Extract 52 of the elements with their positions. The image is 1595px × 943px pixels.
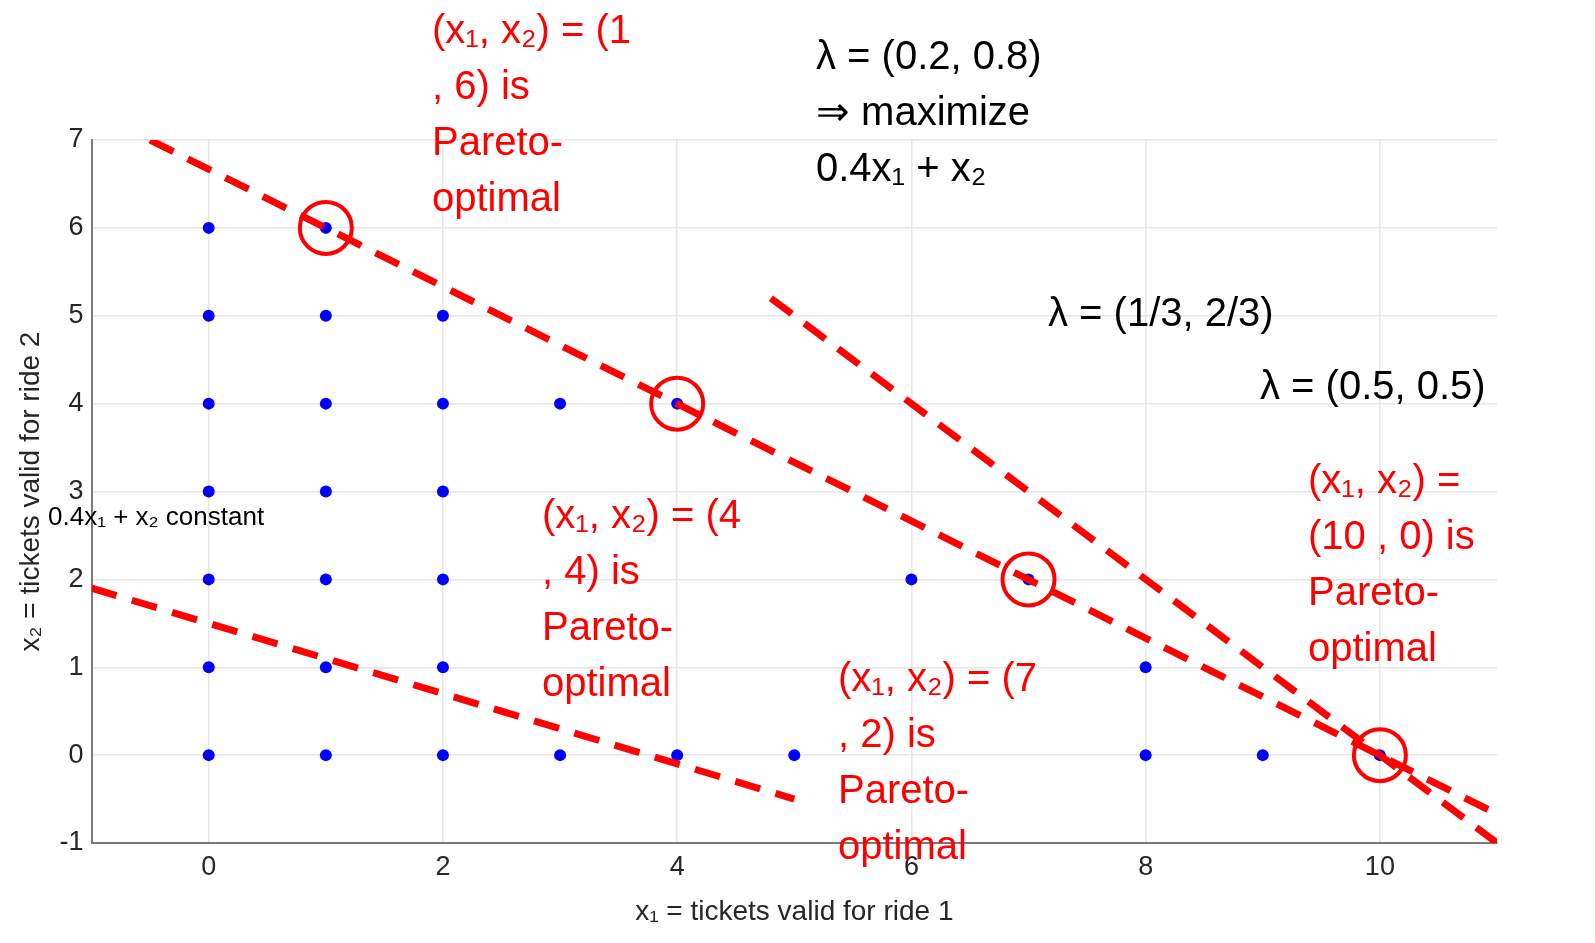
x-tick-label: 8 bbox=[1138, 850, 1154, 881]
annotation: λ = (0.5, 0.5) bbox=[1260, 363, 1486, 408]
y-tick-label: -1 bbox=[59, 826, 84, 857]
point bbox=[202, 397, 215, 410]
y-tick-label: 7 bbox=[68, 123, 84, 154]
point bbox=[436, 749, 449, 762]
point bbox=[202, 309, 215, 322]
point bbox=[436, 661, 449, 674]
point bbox=[1139, 661, 1152, 674]
y-tick-label: 1 bbox=[68, 650, 84, 681]
y-axis-title: x₂ = tickets valid for ride 2 bbox=[13, 331, 45, 652]
y-tick-label: 5 bbox=[68, 299, 84, 330]
x-tick-label: 4 bbox=[669, 850, 685, 881]
y-tick-label: 0 bbox=[68, 738, 84, 769]
x-axis-title: x₁ = tickets valid for ride 1 bbox=[635, 894, 954, 926]
annotation: λ = (1/3, 2/3) bbox=[1048, 290, 1274, 335]
point bbox=[1000, 551, 1057, 608]
y-tick-label: 6 bbox=[68, 211, 84, 242]
point bbox=[319, 485, 332, 498]
point bbox=[297, 199, 354, 256]
point bbox=[202, 573, 215, 586]
point bbox=[319, 573, 332, 586]
point bbox=[671, 749, 684, 762]
y-tick-label: 2 bbox=[68, 562, 84, 593]
point bbox=[436, 485, 449, 498]
point bbox=[202, 221, 215, 234]
annotation: (x₁, x₂) = (10 , 0) is Pareto-optimal bbox=[1308, 457, 1475, 670]
point bbox=[319, 749, 332, 762]
point bbox=[1139, 749, 1152, 762]
point bbox=[1351, 727, 1408, 784]
y-tick-label: 4 bbox=[68, 387, 84, 418]
point bbox=[649, 375, 706, 432]
x-tick-label: 0 bbox=[201, 850, 217, 881]
point bbox=[202, 749, 215, 762]
point bbox=[319, 397, 332, 410]
annotation: λ = (0.2, 0.8) ⇒ maximize 0.4x₁ + x₂ bbox=[816, 33, 1042, 190]
annotation: (x₁, x₂) = (1 , 6) is Pareto-optimal bbox=[432, 7, 632, 220]
point bbox=[319, 661, 332, 674]
point bbox=[905, 573, 918, 586]
point bbox=[554, 397, 567, 410]
x-tick-label: 2 bbox=[435, 850, 451, 881]
point bbox=[319, 309, 332, 322]
point bbox=[436, 309, 449, 322]
point bbox=[436, 573, 449, 586]
x-tick-label: 10 bbox=[1364, 850, 1395, 881]
point bbox=[1256, 749, 1269, 762]
point bbox=[554, 749, 567, 762]
point bbox=[788, 749, 801, 762]
point bbox=[436, 397, 449, 410]
annotation: (x₁, x₂) = (4 , 4) is Pareto-optimal bbox=[542, 492, 742, 705]
point bbox=[202, 485, 215, 498]
point bbox=[202, 661, 215, 674]
